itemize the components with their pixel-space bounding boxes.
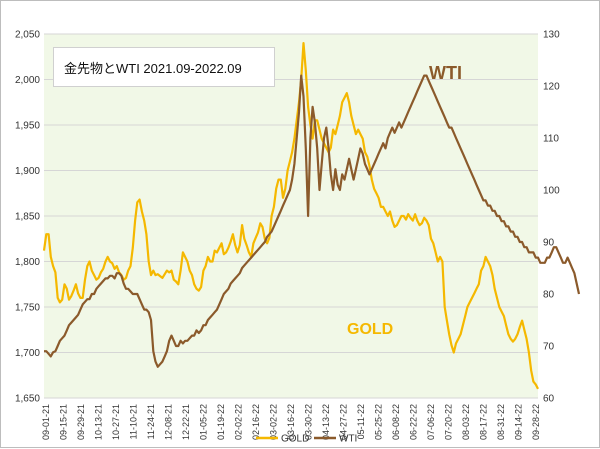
y-left-tick-label: 1,900	[15, 166, 40, 177]
x-tick-label: 10-13-21	[94, 404, 104, 440]
x-tick-label: 01-05-22	[199, 404, 209, 440]
x-tick-label: 09-14-22	[514, 404, 524, 440]
x-tick-label: 09-01-21	[41, 404, 51, 440]
x-tick-label: 11-24-21	[146, 404, 156, 439]
y-right-tick-label: 80	[543, 290, 555, 301]
y-right-tick-label: 90	[543, 238, 555, 249]
x-tick-label: 02-02-22	[234, 404, 244, 440]
y-right-tick-label: 60	[543, 394, 555, 405]
x-tick-label: 11-10-21	[129, 404, 139, 439]
chart-title: 金先物とWTI 2021.09-2022.09	[53, 47, 275, 87]
x-tick-label: 08-03-22	[461, 404, 471, 440]
y-left-tick-label: 1,800	[15, 257, 40, 268]
x-tick-label: 04-27-22	[339, 404, 349, 440]
gold-series-line	[42, 41, 539, 390]
y-left-tick-label: 1,750	[15, 303, 40, 314]
x-tick-label: 07-06-22	[426, 404, 436, 440]
y-left-tick-label: 1,700	[15, 348, 40, 359]
x-tick-label: 03-30-22	[304, 404, 314, 440]
x-tick-label: 08-17-22	[479, 404, 489, 440]
legend-wti-label: WTI	[339, 434, 357, 445]
y-right-tick-label: 110	[543, 134, 559, 145]
y-left-tick-label: 2,050	[15, 30, 40, 41]
y-right-tick-label: 120	[543, 82, 560, 93]
wti-annotation: WTI	[429, 63, 462, 83]
y-left-tick-label: 2,000	[15, 75, 40, 86]
y-left-tick-label: 1,950	[15, 121, 40, 132]
y-left-tick-label: 1,650	[15, 394, 40, 405]
x-tick-label: 04-13-22	[321, 404, 331, 440]
x-tick-label: 10-27-21	[111, 404, 121, 440]
x-tick-label: 08-31-22	[496, 404, 506, 440]
x-tick-label: 07-20-22	[444, 404, 454, 440]
y-left-tick-label: 1,850	[15, 212, 40, 223]
x-tick-label: 06-22-22	[409, 404, 419, 440]
x-tick-label: 02-16-22	[251, 404, 261, 440]
x-tick-label: 12-22-21	[181, 404, 191, 440]
x-tick-label: 12-08-21	[164, 404, 174, 440]
x-tick-label: 09-28-22	[531, 404, 541, 440]
x-tick-label: 09-29-21	[76, 404, 86, 440]
x-tick-label: 09-15-21	[59, 404, 69, 440]
x-tick-label: 01-19-22	[216, 404, 226, 440]
y-right-tick-label: 130	[543, 30, 560, 41]
y-right-tick-label: 100	[543, 186, 560, 197]
x-tick-label: 06-08-22	[391, 404, 401, 440]
y-right-tick-label: 70	[543, 342, 555, 353]
x-tick-label: 05-25-22	[374, 404, 384, 440]
gold-annotation: GOLD	[347, 321, 394, 338]
wti-series-line	[44, 74, 581, 368]
legend-gold-label: GOLD	[281, 434, 309, 445]
x-tick-label: 05-11-22	[356, 404, 366, 439]
x-tick-label: 03-16-22	[286, 404, 296, 440]
x-tick-label: 03-02-22	[269, 404, 279, 440]
